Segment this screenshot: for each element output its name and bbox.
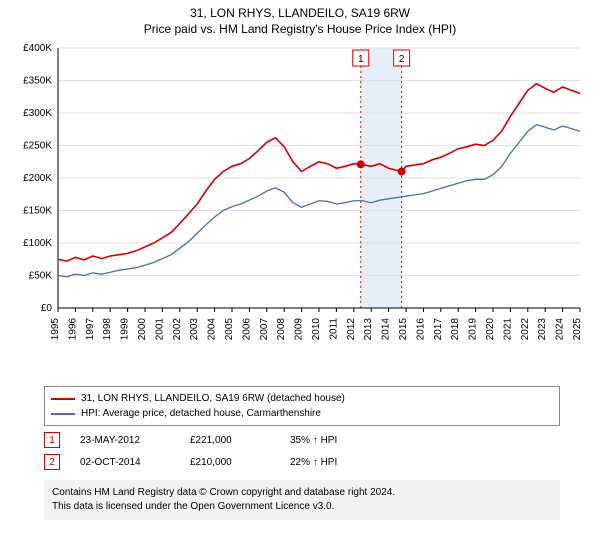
- sale-row-2: 2 02-OCT-2014 £210,000 22% ↑ HPI: [44, 454, 600, 470]
- sale-price-1: £221,000: [190, 435, 270, 446]
- svg-text:2003: 2003: [189, 318, 200, 341]
- svg-text:2015: 2015: [398, 318, 409, 341]
- svg-text:£400K: £400K: [23, 43, 52, 54]
- sale-delta-1: 35% ↑ HPI: [290, 435, 337, 446]
- svg-text:2020: 2020: [485, 318, 496, 341]
- chart-area: £0 £50K £100K £150K £200K £250K £300K £350K £400…: [10, 40, 590, 380]
- legend-swatch-1: [51, 398, 75, 400]
- chart-title: 31, LON RHYS, LLANDEILO, SA19 6RW: [0, 0, 600, 20]
- svg-text:£50K: £50K: [29, 271, 53, 282]
- svg-text:2022: 2022: [520, 318, 531, 341]
- legend-label-2: HPI: Average price, detached house, Carm…: [81, 406, 321, 421]
- svg-text:2013: 2013: [363, 318, 374, 341]
- legend-swatch-2: [51, 413, 75, 415]
- legend-row-2: HPI: Average price, detached house, Carm…: [51, 406, 553, 421]
- svg-text:2: 2: [399, 54, 405, 65]
- legend-label-1: 31, LON RHYS, LLANDEILO, SA19 6RW (detac…: [81, 391, 345, 406]
- sale-price-2: £210,000: [190, 457, 270, 468]
- svg-text:2019: 2019: [468, 318, 479, 341]
- svg-text:2002: 2002: [172, 318, 183, 341]
- svg-text:1997: 1997: [85, 318, 96, 341]
- svg-text:2009: 2009: [294, 318, 305, 341]
- svg-text:£250K: £250K: [23, 141, 52, 152]
- svg-text:2021: 2021: [502, 318, 513, 341]
- svg-text:2001: 2001: [154, 318, 165, 341]
- svg-text:2004: 2004: [207, 318, 218, 341]
- legend-row-1: 31, LON RHYS, LLANDEILO, SA19 6RW (detac…: [51, 391, 553, 406]
- svg-text:£150K: £150K: [23, 206, 52, 217]
- svg-text:1999: 1999: [120, 318, 131, 341]
- sale-marker-2: 2: [44, 454, 60, 470]
- svg-text:£200K: £200K: [23, 173, 52, 184]
- svg-text:2008: 2008: [276, 318, 287, 341]
- footnote-line-1: Contains HM Land Registry data © Crown c…: [52, 486, 552, 500]
- svg-text:£100K: £100K: [23, 238, 52, 249]
- svg-text:2017: 2017: [433, 318, 444, 341]
- sale-date-2: 02-OCT-2014: [80, 457, 170, 468]
- svg-text:2000: 2000: [137, 318, 148, 341]
- svg-text:2012: 2012: [346, 318, 357, 341]
- footnote-line-2: This data is licensed under the Open Gov…: [52, 500, 552, 514]
- svg-text:1: 1: [358, 54, 364, 65]
- legend: 31, LON RHYS, LLANDEILO, SA19 6RW (detac…: [44, 386, 560, 426]
- svg-text:1995: 1995: [50, 318, 61, 341]
- svg-text:£0: £0: [41, 303, 53, 314]
- sale-row-1: 1 23-MAY-2012 £221,000 35% ↑ HPI: [44, 432, 600, 448]
- sale-date-1: 23-MAY-2012: [80, 435, 170, 446]
- chart-container: 31, LON RHYS, LLANDEILO, SA19 6RW Price …: [0, 0, 600, 560]
- svg-text:2007: 2007: [259, 318, 270, 341]
- svg-text:£350K: £350K: [23, 76, 52, 87]
- chart-subtitle: Price paid vs. HM Land Registry's House …: [0, 20, 600, 40]
- svg-text:2005: 2005: [224, 318, 235, 341]
- svg-text:2006: 2006: [241, 318, 252, 341]
- svg-text:£300K: £300K: [23, 108, 52, 119]
- svg-text:2018: 2018: [450, 318, 461, 341]
- footnote: Contains HM Land Registry data © Crown c…: [44, 480, 560, 520]
- svg-text:2023: 2023: [537, 318, 548, 341]
- svg-text:1996: 1996: [67, 318, 78, 341]
- svg-text:2011: 2011: [328, 318, 339, 340]
- svg-text:2024: 2024: [555, 318, 566, 341]
- svg-text:2014: 2014: [381, 318, 392, 341]
- svg-text:2010: 2010: [311, 318, 322, 341]
- svg-text:2025: 2025: [572, 318, 583, 341]
- sale-delta-2: 22% ↑ HPI: [290, 457, 337, 468]
- svg-text:1998: 1998: [102, 318, 113, 341]
- sale-marker-1: 1: [44, 432, 60, 448]
- line-chart: £0 £50K £100K £150K £200K £250K £300K £350K £400…: [10, 40, 590, 380]
- svg-text:2016: 2016: [415, 318, 426, 341]
